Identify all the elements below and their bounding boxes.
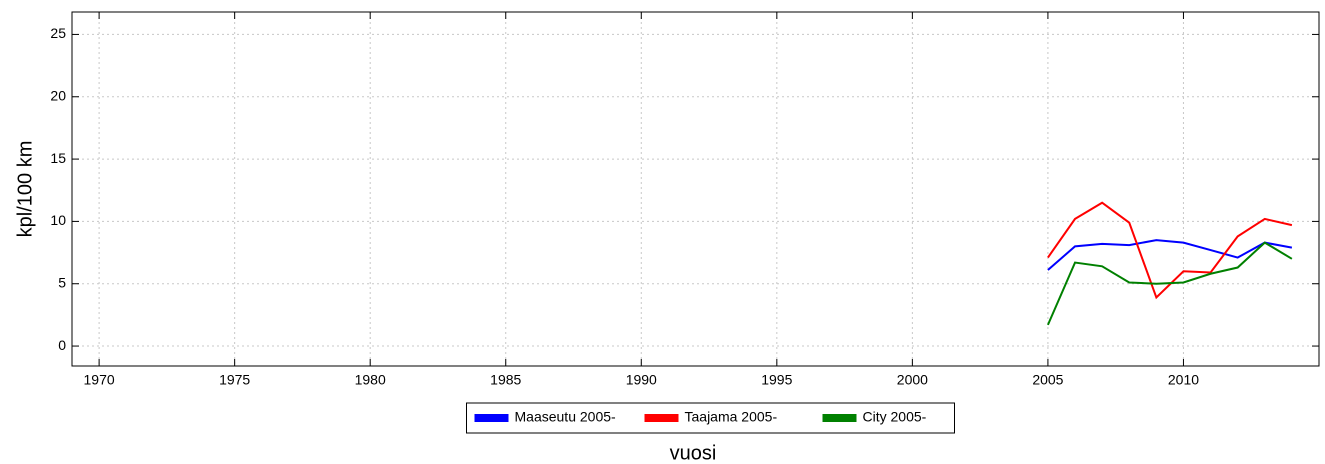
x-tick-label: 1985 xyxy=(490,372,521,388)
x-tick-label: 1980 xyxy=(355,372,386,388)
y-tick-label: 25 xyxy=(50,25,66,41)
series-line xyxy=(1046,241,1293,326)
x-tick-label: 1995 xyxy=(761,372,792,388)
y-axis-label: kpl/100 km xyxy=(14,141,36,238)
x-tick-label: 1975 xyxy=(219,372,250,388)
x-tick-label: 2010 xyxy=(1168,372,1199,388)
plot-frame xyxy=(71,11,1320,367)
y-tick-label: 0 xyxy=(58,337,66,353)
x-axis-label: vuosi xyxy=(670,442,717,464)
series-line xyxy=(1047,239,1293,271)
legend-label: Maaseutu 2005- xyxy=(515,409,617,425)
legend-label: City 2005- xyxy=(863,409,927,425)
y-tick-label: 15 xyxy=(50,150,66,166)
legend-box xyxy=(466,402,955,434)
x-tick-label: 2005 xyxy=(1032,372,1063,388)
y-tick-label: 20 xyxy=(50,87,66,103)
y-tick-label: 5 xyxy=(58,274,66,290)
legend-label: Taajama 2005- xyxy=(685,409,778,425)
y-tick-label: 10 xyxy=(50,212,66,228)
series-line xyxy=(1047,201,1293,300)
x-tick-label: 1990 xyxy=(626,372,657,388)
x-tick-label: 2000 xyxy=(897,372,928,388)
x-tick-label: 1970 xyxy=(84,372,115,388)
